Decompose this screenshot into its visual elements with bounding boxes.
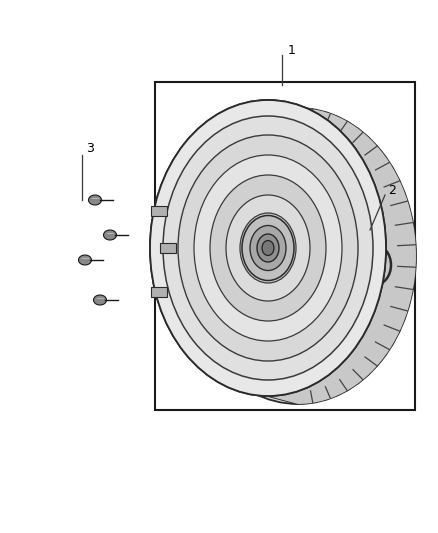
Ellipse shape bbox=[240, 213, 296, 283]
Polygon shape bbox=[268, 100, 416, 404]
Ellipse shape bbox=[178, 135, 358, 361]
Ellipse shape bbox=[257, 234, 279, 262]
Ellipse shape bbox=[163, 116, 373, 380]
Ellipse shape bbox=[262, 240, 274, 255]
FancyBboxPatch shape bbox=[152, 206, 167, 216]
Text: 1: 1 bbox=[288, 44, 296, 56]
FancyBboxPatch shape bbox=[152, 287, 167, 297]
Text: 3: 3 bbox=[86, 141, 94, 155]
Ellipse shape bbox=[210, 175, 326, 321]
Ellipse shape bbox=[88, 195, 102, 205]
Ellipse shape bbox=[78, 255, 92, 265]
Ellipse shape bbox=[226, 195, 310, 301]
Ellipse shape bbox=[103, 230, 117, 240]
Ellipse shape bbox=[242, 215, 294, 280]
Text: 2: 2 bbox=[388, 183, 396, 197]
FancyBboxPatch shape bbox=[160, 243, 176, 253]
Ellipse shape bbox=[194, 155, 342, 341]
Ellipse shape bbox=[93, 295, 106, 305]
Ellipse shape bbox=[150, 100, 386, 396]
Ellipse shape bbox=[180, 108, 416, 404]
Ellipse shape bbox=[250, 225, 286, 271]
Ellipse shape bbox=[150, 100, 386, 396]
Bar bbox=[155, 82, 415, 410]
